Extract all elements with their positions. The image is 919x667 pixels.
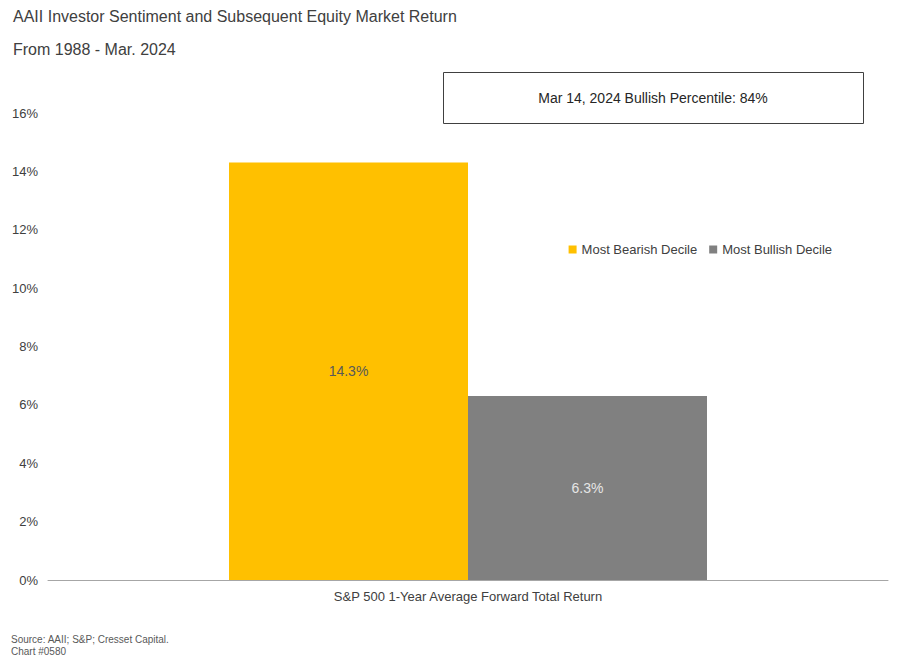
svg-text:From 1988 - Mar. 2024: From 1988 - Mar. 2024 xyxy=(13,41,176,58)
svg-text:12%: 12% xyxy=(12,222,38,237)
svg-text:6%: 6% xyxy=(19,397,38,412)
svg-text:Chart #0580: Chart #0580 xyxy=(11,646,66,657)
svg-text:14.3%: 14.3% xyxy=(329,363,369,379)
svg-text:14%: 14% xyxy=(12,164,38,179)
svg-text:2%: 2% xyxy=(19,514,38,529)
svg-text:0%: 0% xyxy=(19,573,38,588)
svg-text:Mar 14, 2024 Bullish Percentil: Mar 14, 2024 Bullish Percentile: 84% xyxy=(538,90,768,106)
svg-text:Source: AAII; S&P; Cresset Cap: Source: AAII; S&P; Cresset Capital. xyxy=(11,634,169,645)
svg-text:4%: 4% xyxy=(19,456,38,471)
svg-text:16%: 16% xyxy=(12,106,38,121)
svg-text:Most Bullish Decile: Most Bullish Decile xyxy=(722,242,832,257)
svg-text:S&P 500 1-Year Average Forward: S&P 500 1-Year Average Forward Total Ret… xyxy=(334,589,602,604)
svg-text:Most Bearish Decile: Most Bearish Decile xyxy=(582,242,698,257)
svg-text:AAII Investor Sentiment and Su: AAII Investor Sentiment and Subsequent E… xyxy=(13,8,457,25)
svg-text:6.3%: 6.3% xyxy=(572,480,604,496)
svg-text:8%: 8% xyxy=(19,339,38,354)
svg-text:10%: 10% xyxy=(12,281,38,296)
